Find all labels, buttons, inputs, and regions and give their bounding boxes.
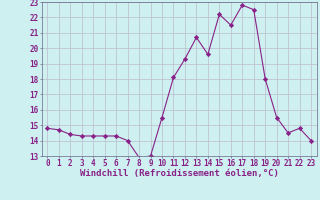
X-axis label: Windchill (Refroidissement éolien,°C): Windchill (Refroidissement éolien,°C) <box>80 169 279 178</box>
